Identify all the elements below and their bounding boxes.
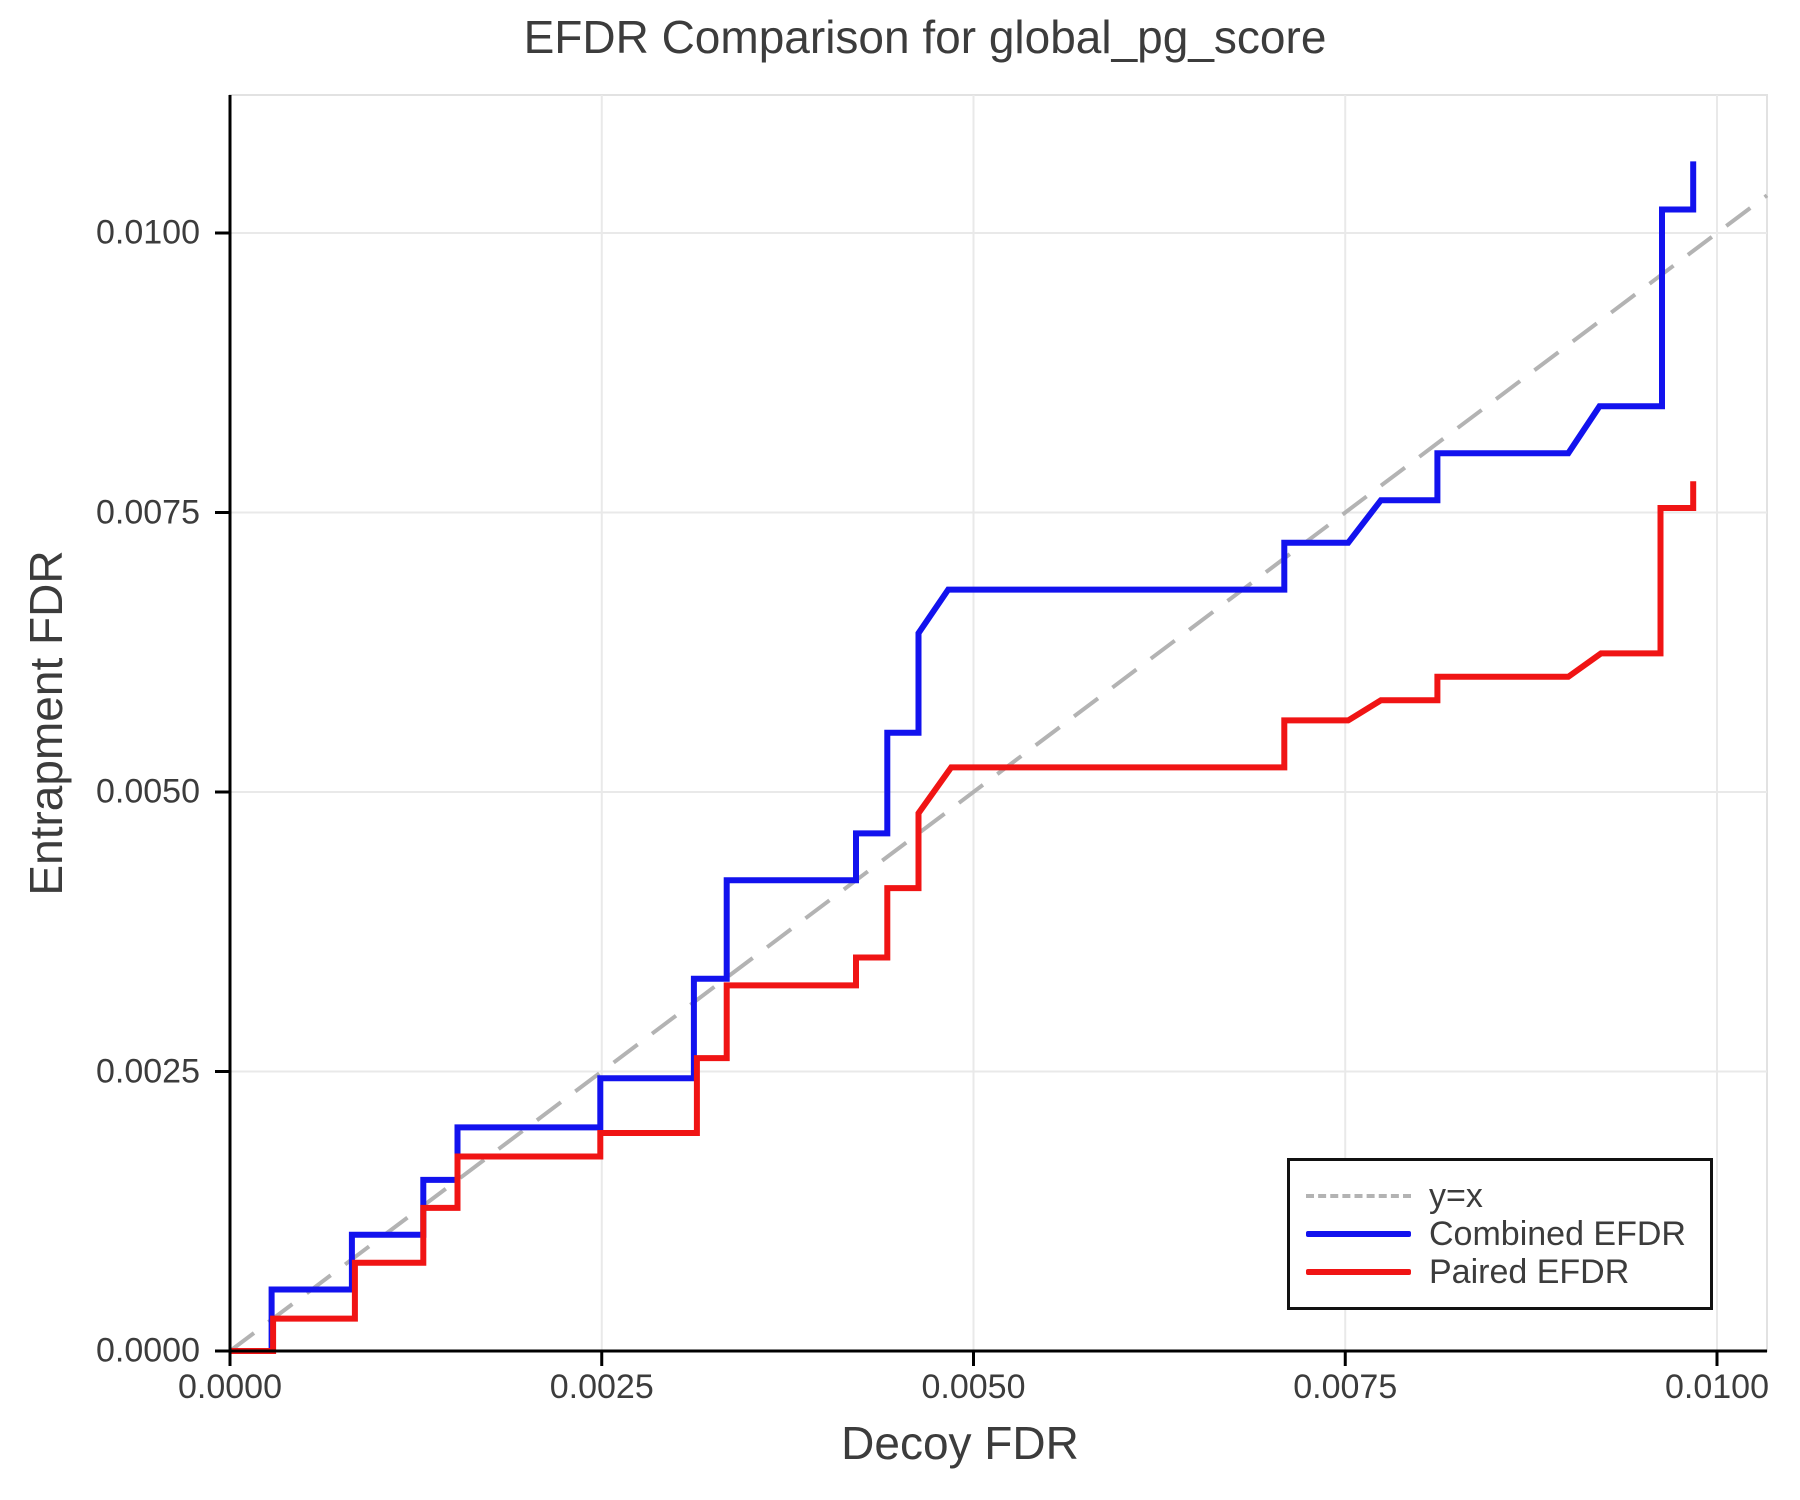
y-tick-label: 0.0100 (96, 213, 200, 252)
legend-label: Combined EFDR (1429, 1214, 1686, 1253)
y-tick-label: 0.0000 (96, 1331, 200, 1370)
series-y-x (228, 193, 1769, 1353)
legend-item-combined-efdr: Combined EFDR (1306, 1215, 1710, 1253)
x-tick-label: 0.0075 (1293, 1368, 1398, 1406)
x-tick-label: 0.0050 (921, 1368, 1026, 1406)
y-tick-label: 0.0025 (96, 1052, 200, 1090)
y-tick-label: 0.0050 (96, 772, 200, 811)
legend: y=x Combined EFDR Paired EFDR (1287, 1158, 1713, 1310)
legend-item-paired-efdr: Paired EFDR (1306, 1253, 1710, 1291)
combined-efdr-line-sample (1306, 1231, 1411, 1237)
x-tick-label: 0.0025 (549, 1368, 654, 1406)
y-axis-label: Entrapment FDR (20, 550, 72, 896)
legend-label: Paired EFDR (1429, 1252, 1630, 1291)
x-tick-label: 0.0100 (1665, 1368, 1769, 1406)
series-paired-efdr (230, 481, 1697, 1354)
paired-efdr-line-sample (1306, 1269, 1411, 1275)
legend-item-identity: y=x (1306, 1177, 1710, 1215)
x-axis-label: Decoy FDR (841, 1417, 1079, 1469)
y-tick-label: 0.0075 (96, 493, 200, 531)
identity-line-sample (1306, 1194, 1411, 1198)
legend-label: y=x (1429, 1176, 1483, 1215)
x-tick-label: 0.0000 (178, 1368, 282, 1406)
chart-title: EFDR Comparison for global_pg_score (523, 11, 1327, 63)
